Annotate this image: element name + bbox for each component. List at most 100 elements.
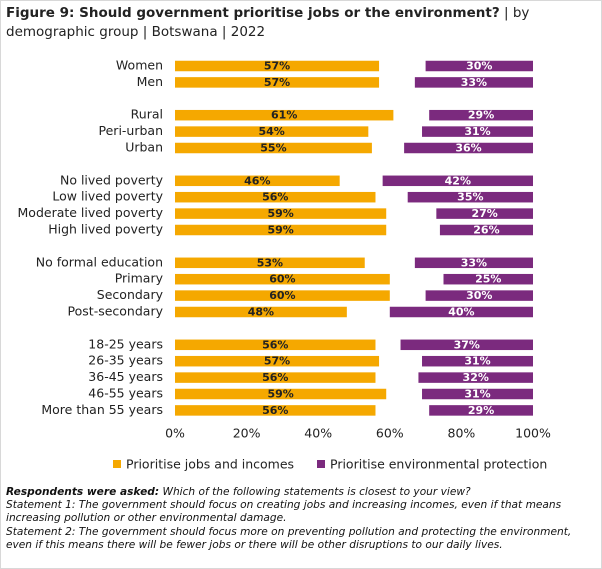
y-tick-label: Women [116, 58, 163, 73]
y-tick-label: 46-55 years [88, 386, 163, 401]
bar [175, 306, 347, 318]
bar [175, 290, 390, 301]
title-block: Figure 9: Should government prioritise j… [6, 4, 596, 42]
note-line: Statement 2: The government should focus… [6, 525, 572, 551]
value-label: 59% [267, 224, 293, 237]
bar [175, 388, 387, 400]
bar [175, 257, 365, 269]
bar [175, 142, 372, 154]
value-label: 31% [464, 355, 490, 368]
value-label: 57% [264, 76, 290, 89]
value-label: 46% [244, 174, 270, 187]
y-tick-label: Rural [131, 107, 163, 122]
bar [443, 273, 533, 285]
x-tick-label: 40% [304, 426, 332, 441]
x-tick-label: 80% [448, 426, 476, 441]
y-tick-label: Urban [125, 140, 163, 155]
y-tick-label: 26-35 years [88, 353, 163, 368]
bar [414, 77, 533, 88]
value-label: 33% [461, 256, 487, 269]
bar [404, 142, 533, 154]
bar [425, 290, 533, 301]
value-label: 30% [466, 60, 492, 73]
bar [422, 355, 533, 367]
bar [175, 339, 376, 351]
value-label: 33% [461, 76, 487, 89]
bar [382, 175, 533, 187]
value-label: 35% [457, 191, 483, 204]
bar [429, 109, 533, 121]
y-tick-label: Low lived poverty [52, 189, 163, 204]
y-tick-label: No formal education [36, 254, 163, 269]
bar [407, 191, 533, 203]
value-label: 32% [463, 371, 489, 384]
x-tick-label: 100% [515, 426, 551, 441]
bar [175, 175, 340, 187]
value-label: 37% [454, 338, 480, 351]
value-label: 56% [262, 338, 288, 351]
y-tick-label: Men [137, 74, 163, 89]
y-tick-label: Moderate lived poverty [18, 205, 164, 220]
bar [429, 405, 533, 416]
bar [422, 126, 533, 137]
y-tick-label: More than 55 years [41, 402, 163, 417]
legend-label: Prioritise jobs and incomes [126, 457, 294, 472]
bar [175, 126, 369, 137]
bar [175, 208, 387, 219]
value-label: 29% [468, 404, 494, 417]
value-label: 59% [267, 207, 293, 220]
legend-swatch [317, 460, 325, 468]
x-tick-label: 0% [165, 426, 185, 441]
value-label: 29% [468, 109, 494, 122]
bar [175, 60, 380, 72]
bar [422, 388, 533, 400]
value-label: 31% [464, 125, 490, 138]
bar [389, 306, 533, 318]
legend-label: Prioritise environmental protection [330, 457, 547, 472]
notes: Respondents were asked: Which of the fol… [6, 486, 596, 552]
bar [418, 372, 533, 383]
note-text: Which of the following statements is clo… [162, 486, 471, 498]
y-tick-label: Secondary [97, 287, 164, 302]
bar [439, 224, 533, 236]
value-label: 30% [466, 289, 492, 302]
value-label: 25% [475, 273, 501, 286]
value-label: 56% [262, 371, 288, 384]
chart-subtitle: | by demographic group | Botswana | 2022 [6, 5, 530, 40]
value-label: 27% [471, 207, 497, 220]
y-tick-label: 36-45 years [88, 369, 163, 384]
value-label: 55% [260, 142, 286, 155]
value-label: 53% [257, 256, 283, 269]
bar [175, 355, 380, 367]
bar [425, 60, 533, 72]
value-label: 48% [248, 306, 274, 319]
value-label: 60% [269, 289, 295, 302]
y-tick-label: High lived poverty [48, 222, 163, 237]
bar [400, 339, 533, 351]
bar [175, 109, 394, 121]
value-label: 56% [262, 404, 288, 417]
y-tick-label: 18-25 years [88, 336, 163, 351]
bar [175, 224, 387, 236]
note-line: Statement 1: The government should focus… [6, 499, 562, 525]
value-label: 36% [455, 142, 481, 155]
bar [414, 257, 533, 269]
value-label: 26% [473, 224, 499, 237]
bar [175, 372, 376, 383]
value-label: 57% [264, 355, 290, 368]
bar [175, 77, 380, 88]
value-label: 40% [448, 306, 474, 319]
note-line: Respondents were asked: Which of the fol… [6, 486, 596, 499]
bar [175, 191, 376, 203]
y-tick-label: Peri-urban [99, 123, 163, 138]
value-label: 61% [271, 109, 297, 122]
value-label: 31% [464, 388, 490, 401]
value-label: 56% [262, 191, 288, 204]
note-label: Respondents were asked: [6, 486, 160, 498]
x-tick-label: 20% [233, 426, 261, 441]
x-tick-label: 60% [376, 426, 404, 441]
value-label: 42% [445, 174, 471, 187]
value-label: 59% [267, 388, 293, 401]
y-tick-label: Primary [115, 271, 164, 286]
